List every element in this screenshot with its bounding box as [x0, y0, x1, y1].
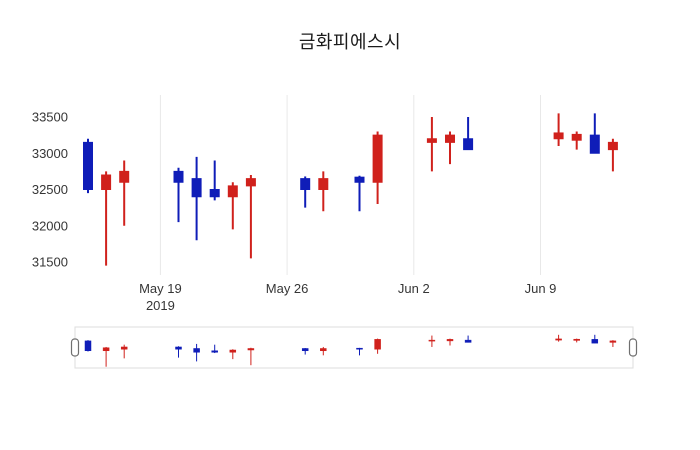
mini-candle-body	[374, 339, 381, 350]
candle-body	[119, 170, 130, 183]
mini-candle-body	[301, 348, 309, 352]
candle-body	[607, 141, 618, 151]
y-tick-label: 32000	[32, 218, 68, 233]
candle-body	[571, 133, 582, 141]
x-tick-label: May 19	[139, 281, 182, 296]
mini-candle-body	[573, 338, 580, 341]
candle-body	[209, 189, 220, 198]
x-tick-label: Jun 9	[525, 281, 557, 296]
mini-candle-body	[591, 339, 599, 344]
candle-body	[589, 134, 600, 154]
candle-body	[173, 170, 184, 183]
mini-candle-body	[609, 340, 617, 343]
y-tick-label: 32500	[32, 182, 68, 197]
candle-body	[83, 141, 93, 190]
candle-body	[318, 178, 329, 190]
mini-candle-body	[464, 339, 472, 343]
range-slider-track[interactable]	[74, 326, 634, 369]
mini-candle-body	[356, 347, 363, 350]
candle-body	[300, 178, 311, 190]
candle-body	[553, 132, 564, 140]
mini-candle-body	[120, 346, 128, 350]
x-tick-label: May 26	[266, 281, 309, 296]
range-slider-handle-left[interactable]	[70, 338, 80, 357]
mini-candle-body	[247, 348, 255, 351]
candle-body	[354, 176, 365, 183]
y-tick-label: 33000	[32, 146, 68, 161]
candle-body	[101, 174, 112, 190]
y-tick-label: 31500	[32, 255, 68, 270]
mini-candle-body	[102, 347, 110, 352]
candle-body	[227, 185, 238, 198]
range-slider-handle-right[interactable]	[628, 338, 638, 357]
mini-candle-body	[211, 350, 218, 353]
candle-body	[463, 138, 474, 151]
mini-candle-body	[320, 348, 327, 352]
candle-body	[426, 138, 437, 143]
mini-candle-body	[193, 348, 200, 353]
chart-title: 금화피에스시	[298, 32, 402, 52]
candle-body	[245, 178, 256, 187]
mini-candle-body	[428, 339, 436, 342]
x-tick-sublabel: 2019	[146, 298, 175, 313]
mini-candle-body	[446, 339, 454, 342]
candle-body	[445, 134, 455, 143]
mini-candle-body	[175, 346, 182, 350]
candle-body	[191, 178, 202, 198]
candle-body	[372, 134, 383, 183]
mini-candle-body	[555, 338, 562, 341]
mini-candle-body	[84, 340, 92, 352]
mini-candle-body	[229, 349, 237, 353]
y-tick-label: 33500	[32, 110, 68, 125]
x-tick-label: Jun 2	[398, 281, 430, 296]
